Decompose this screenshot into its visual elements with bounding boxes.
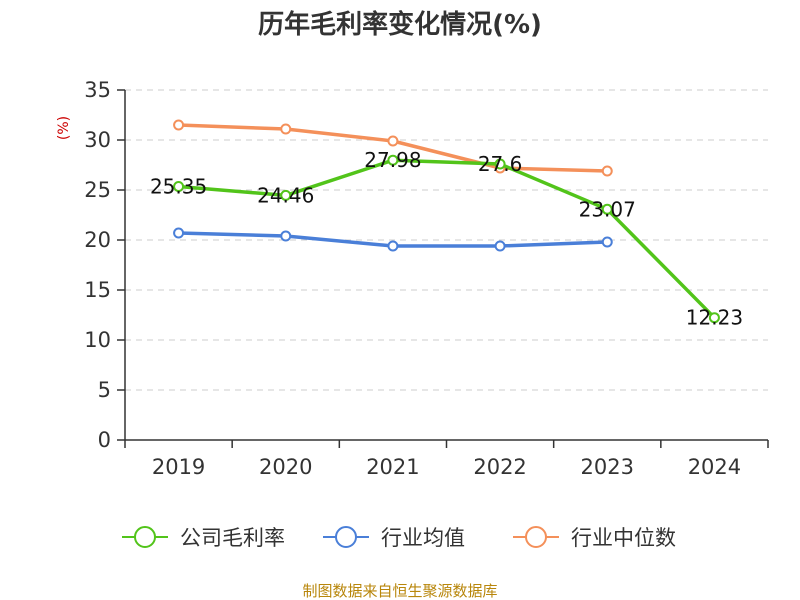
legend-marker (134, 526, 156, 548)
x-tick-label: 2022 (473, 455, 526, 479)
legend-item[interactable]: 公司毛利率 (122, 526, 285, 550)
data-point (494, 240, 506, 252)
legend-marker (335, 526, 357, 548)
data-point (173, 227, 185, 239)
series-line (178, 158, 716, 319)
source-note: 制图数据来自恒生聚源数据库 (302, 582, 497, 600)
data-point (601, 165, 613, 177)
data-point (387, 154, 399, 166)
legend-label: 公司毛利率 (180, 526, 285, 550)
data-point (387, 240, 399, 252)
data-point (280, 123, 292, 135)
data-point (173, 119, 185, 131)
y-tick-label: 10 (84, 328, 111, 352)
y-axis-label: (%) (56, 116, 72, 140)
x-tick-label: 2019 (152, 455, 205, 479)
data-point (708, 312, 720, 324)
y-tick-label: 30 (84, 128, 111, 152)
data-labels: 25.35 24.46 27.98 27.6 23.07 12.23 (150, 148, 743, 330)
data-label: 24.46 (257, 183, 314, 207)
series-group (173, 119, 720, 324)
data-point (173, 181, 185, 192)
legend-item[interactable]: 行业均值 (323, 526, 465, 550)
legend-marker (525, 526, 547, 548)
y-tick-label: 5 (98, 378, 111, 402)
x-tick-label: 2020 (259, 455, 312, 479)
data-label: 25.35 (150, 175, 207, 199)
data-point (280, 230, 292, 242)
data-label: 12.23 (686, 306, 743, 330)
chart-title: 历年毛利率变化情况(%) (258, 9, 542, 40)
y-tick-label: 20 (84, 228, 111, 252)
y-tick-label: 15 (84, 278, 111, 302)
data-label: 27.6 (478, 152, 523, 176)
x-tick-label: 2021 (366, 455, 419, 479)
data-label: 27.98 (364, 148, 421, 172)
legend-label: 行业均值 (381, 526, 465, 550)
data-point (601, 203, 613, 215)
y-tick-label: 0 (98, 428, 111, 452)
legend-label: 行业中位数 (571, 526, 676, 550)
data-point (387, 135, 399, 147)
axes: 0 5 10 15 20 25 30 35 2019 2020 2021 2022 2023 2024 (84, 78, 769, 479)
data-point (494, 158, 506, 170)
legend[interactable]: 公司毛利率 行业均值 行业中位数 (122, 526, 676, 550)
x-tick-label: 2023 (581, 455, 634, 479)
grid-lines (125, 89, 768, 391)
data-point (601, 236, 613, 248)
data-point (280, 189, 292, 201)
x-tick-label: 2024 (688, 455, 741, 479)
y-tick-label: 35 (84, 78, 111, 102)
legend-item[interactable]: 行业中位数 (513, 526, 676, 550)
y-tick-label: 25 (84, 178, 111, 202)
data-label: 23.07 (579, 197, 636, 221)
